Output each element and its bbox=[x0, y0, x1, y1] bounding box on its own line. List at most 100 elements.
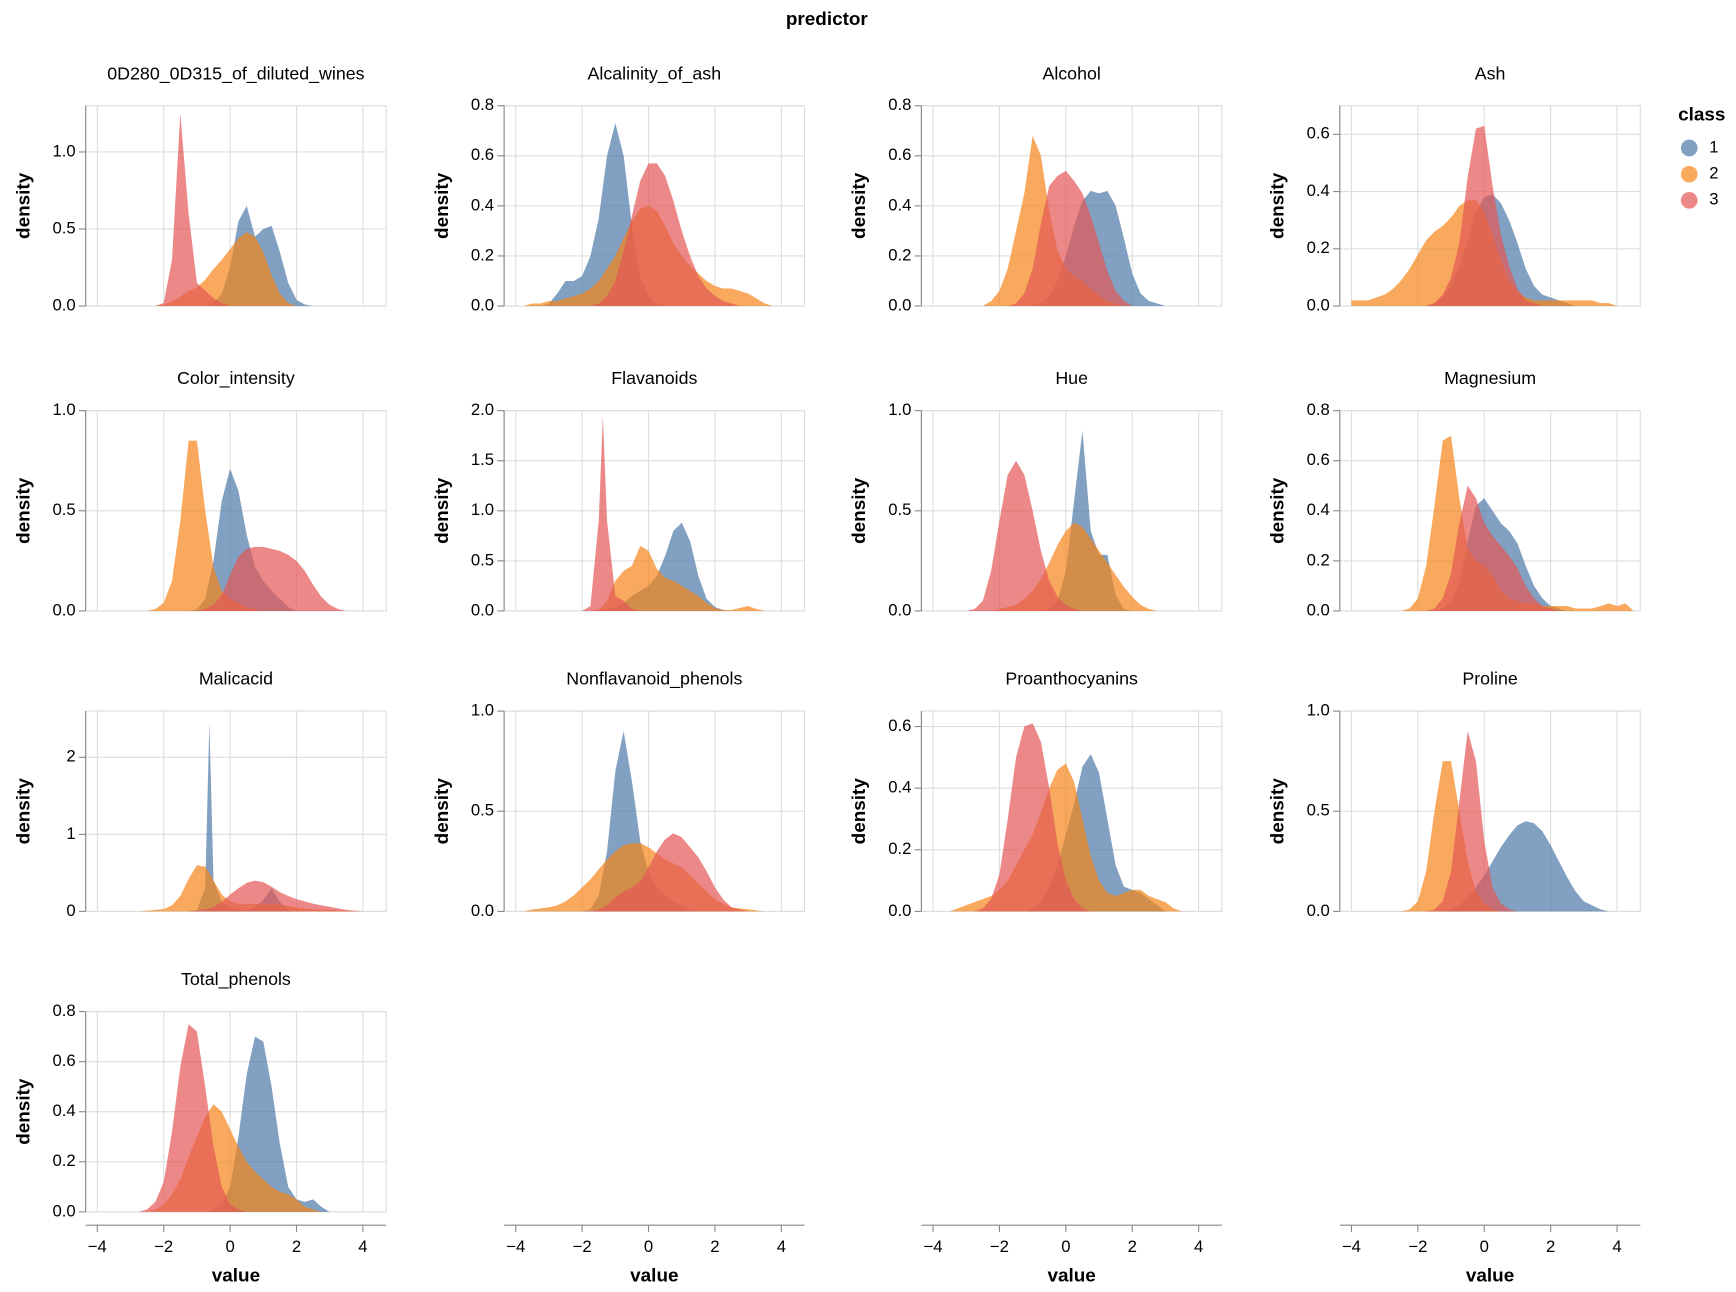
y-axis-title: density bbox=[13, 477, 34, 544]
x-tick-label: −4 bbox=[506, 1237, 525, 1256]
x-tick-label: 2 bbox=[1546, 1237, 1555, 1256]
y-tick-label: 0.2 bbox=[1307, 550, 1330, 569]
legend-title: class bbox=[1678, 105, 1725, 126]
density-area bbox=[515, 833, 798, 912]
panel-title: Malicacid bbox=[199, 669, 273, 689]
density-area bbox=[1351, 485, 1634, 611]
y-tick-label: 0.0 bbox=[1307, 295, 1330, 314]
y-tick-label: 1 bbox=[66, 824, 75, 843]
x-axis-title: value bbox=[212, 1265, 260, 1286]
y-tick-label: 0.5 bbox=[1307, 801, 1330, 820]
panel-title: Ash bbox=[1475, 63, 1506, 83]
y-axis-title: density bbox=[432, 778, 453, 845]
panel-title: Alcalinity_of_ash bbox=[588, 63, 722, 84]
x-tick-label: 0 bbox=[644, 1237, 653, 1256]
y-tick-label: 0.0 bbox=[471, 295, 494, 314]
x-tick-label: 4 bbox=[777, 1237, 786, 1256]
y-tick-label: 0.2 bbox=[1307, 238, 1330, 257]
y-tick-label: 0.2 bbox=[52, 1151, 75, 1170]
y-tick-label: 0.2 bbox=[888, 839, 911, 858]
y-tick-label: 0.6 bbox=[471, 145, 494, 164]
y-tick-label: 0.6 bbox=[888, 716, 911, 735]
y-tick-label: 0.0 bbox=[52, 600, 75, 619]
density-area bbox=[97, 1024, 380, 1212]
plot-frame bbox=[85, 710, 387, 912]
y-tick-label: 0.0 bbox=[1307, 901, 1330, 920]
x-tick-label: 4 bbox=[358, 1237, 367, 1256]
density-area bbox=[97, 722, 380, 912]
y-axis-title: density bbox=[13, 172, 34, 239]
panel-title: Alcohol bbox=[1042, 63, 1100, 83]
y-tick-label: 0.5 bbox=[888, 500, 911, 519]
y-axis-title: density bbox=[1268, 778, 1289, 845]
panel-title: Proline bbox=[1462, 669, 1518, 689]
x-axis-title: value bbox=[1466, 1265, 1514, 1286]
x-tick-label: 2 bbox=[1128, 1237, 1137, 1256]
y-tick-label: 0.6 bbox=[888, 145, 911, 164]
x-axis-title: value bbox=[1047, 1265, 1095, 1286]
y-tick-label: 0.6 bbox=[1307, 450, 1330, 469]
x-tick-label: 0 bbox=[1061, 1237, 1070, 1256]
panel-title: Proanthocyanins bbox=[1005, 669, 1138, 689]
chart-title: predictor bbox=[786, 9, 869, 30]
y-tick-label: 0.5 bbox=[52, 218, 75, 237]
x-tick-label: −2 bbox=[573, 1237, 592, 1256]
y-tick-label: 1.0 bbox=[1307, 701, 1330, 720]
y-tick-label: 0.0 bbox=[1307, 600, 1330, 619]
legend-label: 3 bbox=[1709, 190, 1718, 209]
x-tick-label: 4 bbox=[1194, 1237, 1203, 1256]
x-axis-title: value bbox=[630, 1265, 678, 1286]
y-tick-label: 0.8 bbox=[471, 95, 494, 114]
y-axis-title: density bbox=[13, 1078, 34, 1145]
y-tick-label: 1.5 bbox=[471, 450, 494, 469]
x-tick-label: 0 bbox=[225, 1237, 234, 1256]
x-tick-label: 2 bbox=[292, 1237, 301, 1256]
x-tick-label: −2 bbox=[1408, 1237, 1427, 1256]
y-tick-label: 0.4 bbox=[52, 1101, 75, 1120]
y-tick-label: 0.4 bbox=[888, 195, 911, 214]
density-area bbox=[97, 880, 380, 912]
panel-title: Total_phenols bbox=[181, 969, 291, 990]
y-tick-label: 1.0 bbox=[52, 400, 75, 419]
y-tick-label: 0.0 bbox=[471, 901, 494, 920]
panel-title: Flavanoids bbox=[611, 368, 697, 388]
density-area bbox=[97, 232, 380, 307]
x-tick-label: 2 bbox=[710, 1237, 719, 1256]
x-tick-label: 0 bbox=[1480, 1237, 1489, 1256]
density-area bbox=[97, 546, 380, 611]
legend-swatch bbox=[1680, 139, 1698, 157]
y-axis-title: density bbox=[849, 172, 870, 239]
y-axis-title: density bbox=[432, 477, 453, 544]
y-tick-label: 2 bbox=[66, 747, 75, 766]
density-area bbox=[1351, 821, 1634, 912]
y-tick-label: 0.8 bbox=[888, 95, 911, 114]
density-area bbox=[933, 763, 1216, 912]
density-area bbox=[933, 522, 1216, 611]
y-tick-label: 0.0 bbox=[888, 600, 911, 619]
y-tick-label: 0.0 bbox=[888, 901, 911, 920]
legend-label: 1 bbox=[1709, 137, 1718, 156]
y-tick-label: 0.4 bbox=[888, 778, 911, 797]
y-tick-label: 0.4 bbox=[471, 195, 494, 214]
y-tick-label: 0.4 bbox=[1307, 500, 1330, 519]
y-tick-label: 0.0 bbox=[52, 1201, 75, 1220]
y-tick-label: 0.0 bbox=[52, 295, 75, 314]
y-tick-label: 2.0 bbox=[471, 400, 494, 419]
density-area bbox=[1351, 125, 1634, 307]
panel-title: Magnesium bbox=[1444, 368, 1536, 388]
y-tick-label: 0.2 bbox=[888, 245, 911, 264]
legend-label: 2 bbox=[1709, 164, 1718, 183]
y-axis-title: density bbox=[13, 778, 34, 845]
y-tick-label: 0.6 bbox=[52, 1051, 75, 1070]
y-tick-label: 0 bbox=[66, 901, 75, 920]
y-axis-title: density bbox=[849, 778, 870, 845]
legend-swatch bbox=[1680, 165, 1698, 183]
panel-title: Color_intensity bbox=[177, 368, 295, 389]
panel-title: Nonflavanoid_phenols bbox=[566, 669, 742, 690]
y-tick-label: 0.5 bbox=[471, 550, 494, 569]
y-tick-label: 0.8 bbox=[1307, 400, 1330, 419]
y-tick-label: 0.4 bbox=[1307, 181, 1330, 200]
y-axis-title: density bbox=[849, 477, 870, 544]
y-tick-label: 1.0 bbox=[888, 400, 911, 419]
